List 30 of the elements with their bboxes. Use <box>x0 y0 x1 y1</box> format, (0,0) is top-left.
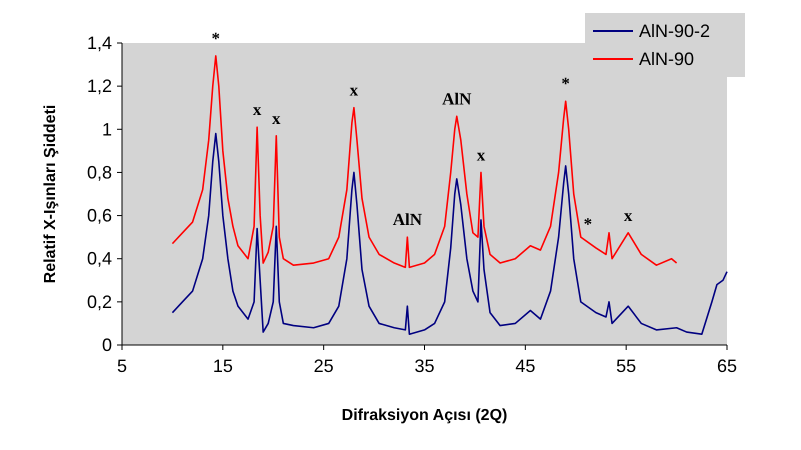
x-tick-label: 5 <box>116 356 128 376</box>
annotation: x <box>624 206 633 225</box>
annotation: * <box>212 28 220 48</box>
y-tick-label: 0,4 <box>86 248 112 269</box>
x-tick-label: 65 <box>716 356 738 376</box>
y-tick-label: 1,4 <box>86 33 112 53</box>
y-axis-title: Relatif X-Işınları Şiddeti <box>42 104 59 284</box>
y-tick-label: 0,6 <box>86 206 112 226</box>
annotation: AlN <box>442 89 472 108</box>
annotation: x <box>252 100 262 120</box>
y-tick-label: 0,8 <box>86 162 112 182</box>
x-tick-label: 25 <box>314 356 334 376</box>
annotation: x <box>350 80 359 100</box>
y-tick-label: 0 <box>102 335 112 355</box>
line-series <box>172 132 728 336</box>
x-axis-title: Difraksiyon Açısı (2Q) <box>342 407 508 424</box>
annotation: x <box>476 145 486 164</box>
x-tick-label: 35 <box>414 356 435 376</box>
y-tick-label: 1,2 <box>86 76 112 96</box>
annotation: * <box>561 74 570 94</box>
annotation: x <box>272 108 282 128</box>
x-tick-label: 45 <box>515 356 536 376</box>
x-tick-label: 55 <box>616 356 636 376</box>
y-tick-label: 0,2 <box>86 292 112 312</box>
x-tick-label: 15 <box>212 356 233 376</box>
legend-label: AlN-90 <box>639 49 694 69</box>
legend-label: AlN-90-2 <box>639 21 710 41</box>
y-tick-label: 1 <box>102 119 112 140</box>
annotation: * <box>584 214 592 234</box>
annotation: AlN <box>392 210 423 230</box>
